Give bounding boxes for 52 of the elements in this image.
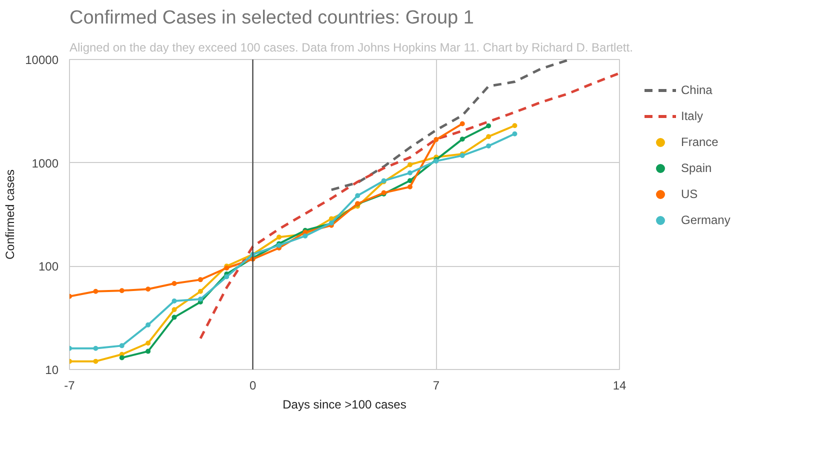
- y-tick-label: 100: [38, 260, 59, 274]
- point: [460, 136, 465, 142]
- chart-subtitle: Aligned on the day they exceed 100 cases. Data from Johns Hopkins Mar 11. Chart by Richard D. Bartlett.: [70, 40, 633, 54]
- legend-label: Germany: [681, 213, 730, 227]
- point: [407, 162, 412, 168]
- chart-title: Confirmed Cases in selected countries: Group 1: [70, 8, 474, 28]
- legend-label: Italy: [681, 109, 704, 123]
- line-series: [330, 60, 568, 192]
- point: [407, 170, 412, 176]
- point: [119, 355, 124, 360]
- point: [119, 343, 124, 348]
- point: [93, 346, 98, 351]
- point: [119, 288, 124, 294]
- legend-label: US: [681, 187, 699, 201]
- point: [434, 137, 439, 142]
- point: [172, 280, 177, 286]
- point: [276, 234, 282, 240]
- y-tick-label: 10000: [25, 53, 59, 67]
- point: [146, 286, 151, 292]
- line-series: [199, 72, 620, 340]
- point: [224, 274, 230, 280]
- x-axis-title: Days since >100 cases: [282, 398, 406, 412]
- point: [486, 123, 492, 128]
- x-tick-label: 0: [249, 378, 256, 392]
- point: [93, 358, 98, 364]
- point: [407, 178, 412, 184]
- point: [172, 298, 177, 304]
- point: [146, 322, 151, 328]
- point: [407, 184, 412, 190]
- y-tick-label: 10: [45, 363, 59, 377]
- point: [512, 123, 518, 128]
- y-axis-title: Confirmed cases: [3, 169, 18, 260]
- y-tick-label: 1000: [32, 156, 59, 170]
- legend-label: France: [681, 135, 718, 149]
- point: [486, 134, 492, 140]
- legend-label: Spain: [681, 161, 712, 175]
- x-tick-label: 14: [612, 378, 626, 392]
- point: [172, 314, 177, 320]
- point: [486, 143, 492, 148]
- point: [198, 288, 203, 294]
- legend-label: China: [681, 83, 712, 97]
- point: [512, 131, 518, 136]
- point: [198, 296, 203, 302]
- x-tick-label: -7: [64, 378, 76, 392]
- point: [355, 193, 360, 198]
- point: [198, 277, 203, 282]
- point: [93, 288, 98, 294]
- point: [146, 348, 151, 354]
- point: [172, 307, 177, 312]
- x-tick-label: 7: [432, 378, 440, 392]
- point: [146, 340, 151, 346]
- point: [460, 121, 465, 126]
